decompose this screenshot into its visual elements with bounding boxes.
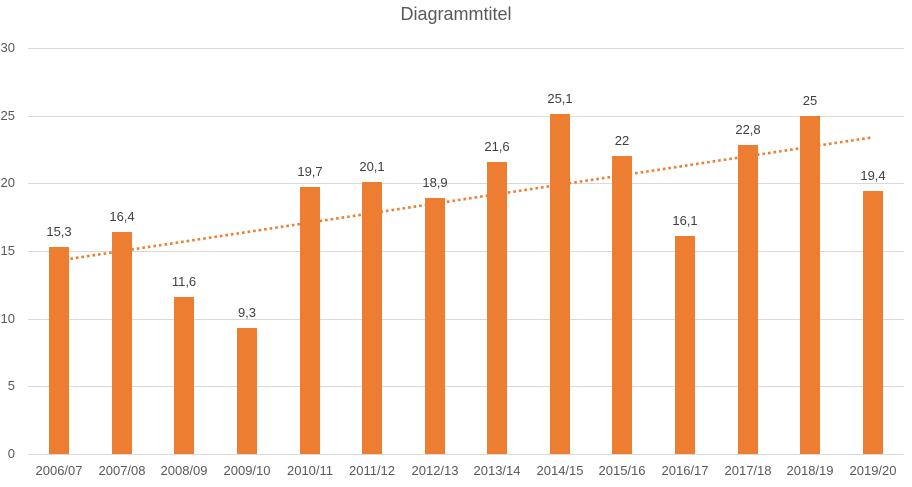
data-label-2010/11: 19,7 bbox=[297, 164, 323, 179]
x-axis-category-label: 2006/07 bbox=[35, 463, 83, 478]
gridline-y5 bbox=[28, 386, 904, 387]
gridline-y20 bbox=[28, 183, 904, 184]
bar-2011/12[interactable] bbox=[362, 182, 382, 454]
data-label-2008/09: 11,6 bbox=[171, 274, 197, 289]
data-label-2018/19: 25 bbox=[802, 93, 818, 108]
x-axis-category-label: 2008/09 bbox=[160, 463, 208, 478]
y-axis-tick-label: 0 bbox=[7, 446, 15, 461]
gridline-y15 bbox=[28, 251, 904, 252]
gridline-y25 bbox=[28, 116, 904, 117]
bar-2017/18[interactable] bbox=[738, 145, 758, 454]
data-label-2009/10: 9,3 bbox=[237, 305, 257, 320]
bar-2013/14[interactable] bbox=[487, 162, 507, 454]
data-label-2006/07: 15,3 bbox=[46, 224, 72, 239]
data-label-2016/17: 16,1 bbox=[672, 213, 698, 228]
y-axis-tick-label: 10 bbox=[0, 311, 15, 326]
x-axis-category-label: 2018/19 bbox=[786, 463, 834, 478]
y-axis-tick-label: 30 bbox=[0, 40, 15, 55]
chart-title: Diagrammtitel bbox=[400, 4, 512, 24]
bar-2006/07[interactable] bbox=[49, 247, 69, 454]
gridline-y0 bbox=[28, 454, 904, 455]
bar-2008/09[interactable] bbox=[174, 297, 194, 454]
data-label-2012/13: 18,9 bbox=[422, 175, 448, 190]
x-axis-category-label: 2010/11 bbox=[286, 463, 334, 478]
x-axis-category-label: 2013/14 bbox=[473, 463, 521, 478]
x-axis-category-label: 2016/17 bbox=[661, 463, 709, 478]
data-label-2019/20: 19,4 bbox=[860, 168, 886, 183]
y-axis-tick-label: 20 bbox=[0, 175, 15, 190]
x-axis-category-label: 2007/08 bbox=[98, 463, 146, 478]
x-axis-category-label: 2011/12 bbox=[348, 463, 396, 478]
data-label-2011/12: 20,1 bbox=[359, 159, 385, 174]
data-label-2013/14: 21,6 bbox=[484, 139, 510, 154]
data-label-2007/08: 16,4 bbox=[109, 209, 135, 224]
bar-2007/08[interactable] bbox=[112, 232, 132, 454]
gridline-y30 bbox=[28, 48, 904, 49]
y-axis-tick-label: 5 bbox=[7, 378, 15, 393]
bar-2014/15[interactable] bbox=[550, 114, 570, 454]
bar-2016/17[interactable] bbox=[675, 236, 695, 454]
gridline-y10 bbox=[28, 319, 904, 320]
x-axis-category-label: 2019/20 bbox=[849, 463, 897, 478]
x-axis-category-label: 2015/16 bbox=[598, 463, 646, 478]
bar-2010/11[interactable] bbox=[300, 187, 320, 454]
bar-2019/20[interactable] bbox=[863, 191, 883, 454]
y-axis-tick-label: 15 bbox=[0, 243, 15, 258]
x-axis-category-label: 2009/10 bbox=[223, 463, 271, 478]
data-label-2015/16: 22 bbox=[614, 133, 630, 148]
data-label-2017/18: 22,8 bbox=[735, 122, 761, 137]
bar-2018/19[interactable] bbox=[800, 116, 820, 454]
data-label-2014/15: 25,1 bbox=[547, 91, 573, 106]
y-axis-tick-label: 25 bbox=[0, 108, 15, 123]
x-axis-category-label: 2017/18 bbox=[724, 463, 772, 478]
x-axis-category-label: 2014/15 bbox=[536, 463, 584, 478]
bar-2009/10[interactable] bbox=[237, 328, 257, 454]
bar-2015/16[interactable] bbox=[612, 156, 632, 454]
x-axis-category-label: 2012/13 bbox=[411, 463, 459, 478]
bar-2012/13[interactable] bbox=[425, 198, 445, 454]
